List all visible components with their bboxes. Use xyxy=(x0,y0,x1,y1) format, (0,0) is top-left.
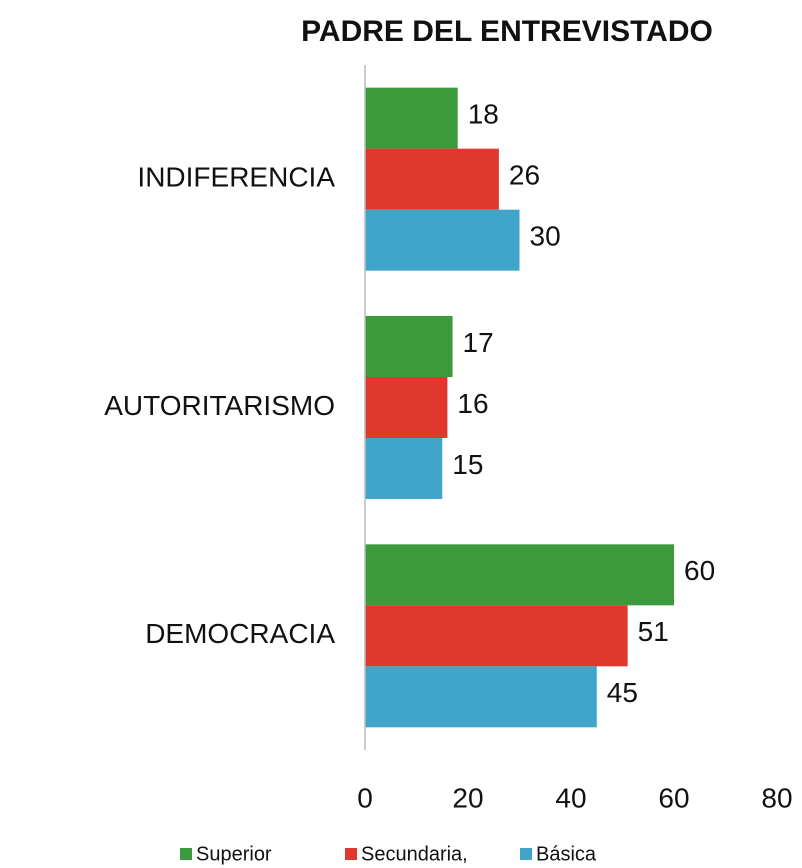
y-tick-label: AUTORITARISMO xyxy=(104,390,335,421)
bar xyxy=(365,316,453,377)
x-tick-label: 80 xyxy=(761,782,792,813)
data-label: 16 xyxy=(457,388,488,419)
bar xyxy=(365,377,448,438)
bar xyxy=(365,666,597,728)
x-tick-label: 0 xyxy=(357,782,373,813)
data-label: 17 xyxy=(463,327,494,358)
legend-swatch xyxy=(180,848,192,860)
bar xyxy=(365,87,458,149)
x-tick-label: 20 xyxy=(452,782,483,813)
y-tick-label: INDIFERENCIA xyxy=(137,162,335,193)
chart-title: PADRE DEL ENTREVISTADO xyxy=(301,15,713,48)
bar xyxy=(365,148,499,210)
bar xyxy=(365,209,520,271)
data-label: 45 xyxy=(607,677,638,708)
data-label: 51 xyxy=(638,616,669,647)
x-tick-label: 40 xyxy=(555,782,586,813)
legend-label: Básica xyxy=(536,843,597,865)
data-label: 30 xyxy=(530,221,561,252)
data-label: 18 xyxy=(468,99,499,130)
legend-swatch xyxy=(345,848,357,860)
x-tick-label: 60 xyxy=(658,782,689,813)
bar xyxy=(365,605,628,667)
bar xyxy=(365,544,674,606)
legend-label: Secundaria, xyxy=(361,843,468,865)
legend-swatch xyxy=(520,848,532,860)
bar xyxy=(365,438,443,499)
data-label: 26 xyxy=(509,160,540,191)
legend-label: Superior xyxy=(196,843,272,865)
data-label: 60 xyxy=(684,555,715,586)
y-tick-label: DEMOCRACIA xyxy=(145,618,335,649)
data-label: 15 xyxy=(452,449,483,480)
